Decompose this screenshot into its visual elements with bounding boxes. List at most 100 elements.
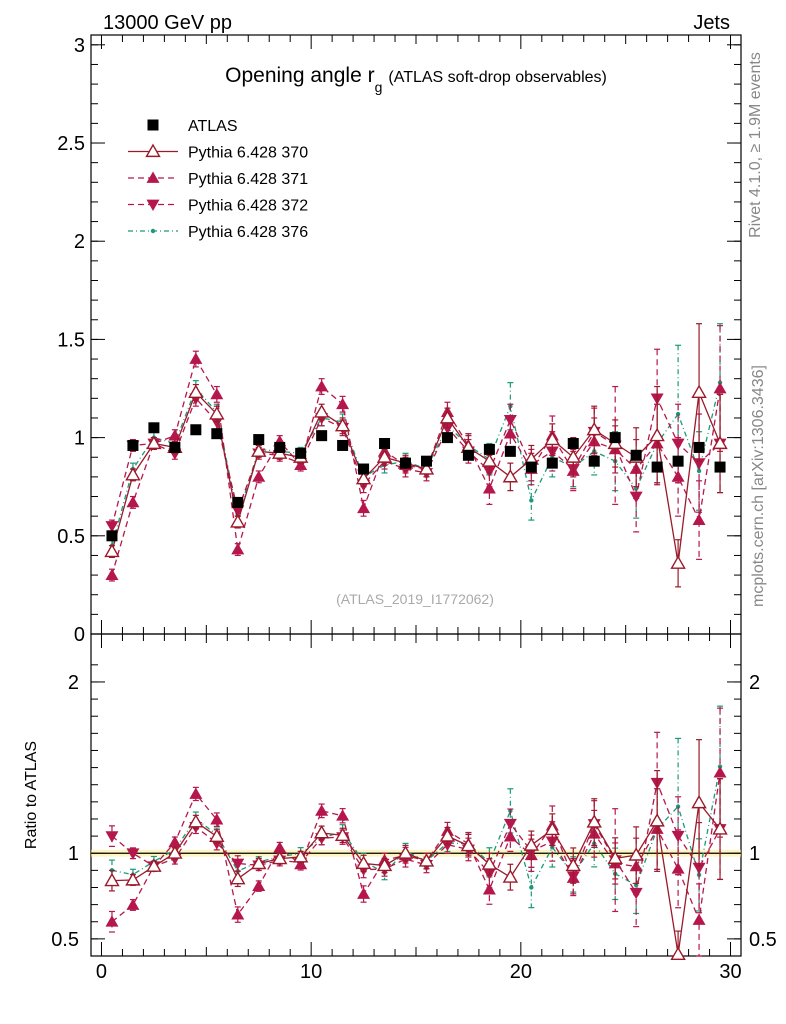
- data-point: [712, 435, 728, 450]
- ratio-data-point: [607, 850, 623, 864]
- main-y-tick-label: 0.5: [57, 526, 85, 548]
- data-point: [483, 443, 495, 455]
- legend-item: Pythia 6.428 372: [128, 198, 308, 215]
- data-point: [253, 434, 265, 446]
- data-point: [355, 470, 372, 485]
- data-point: [567, 437, 579, 449]
- ratio-data-point: [252, 879, 266, 891]
- data-point: [190, 424, 202, 436]
- data-point: [274, 441, 286, 453]
- data-point: [503, 427, 517, 439]
- header-collision: 13000 GeV pp: [103, 12, 232, 34]
- data-point: [675, 411, 681, 417]
- legend-label: Pythia 6.428 372: [188, 198, 308, 215]
- data-point: [420, 455, 432, 467]
- main-y-tick-label: 2.5: [57, 133, 85, 155]
- data-point: [400, 457, 412, 469]
- ratio-data-point: [105, 915, 119, 927]
- ratio-series-3: [105, 731, 727, 928]
- data-point: [609, 432, 621, 444]
- data-point: [693, 441, 705, 453]
- ratio-data-point: [168, 835, 182, 848]
- data-point: [525, 461, 537, 473]
- ratio-y-tick-label-left: 1: [68, 843, 79, 865]
- data-point: [630, 449, 642, 461]
- data-point: [126, 495, 140, 508]
- series-line: [111, 382, 721, 546]
- ratio-data-point: [336, 809, 350, 821]
- data-point: [357, 501, 371, 514]
- data-point: [529, 498, 534, 503]
- ratio-data-point: [231, 858, 245, 870]
- ratio-series-line: [111, 772, 721, 923]
- main-axis-ticks: 0 0.5 1 1.5 2 2.5 3: [57, 35, 741, 646]
- data-point: [230, 514, 246, 528]
- header-process: Jets: [693, 12, 730, 34]
- data-point: [106, 530, 118, 542]
- ratio-y-label: Ratio to ATLAS: [23, 741, 40, 849]
- ratio-data-point: [105, 831, 119, 843]
- data-point: [316, 430, 328, 442]
- data-point: [358, 463, 370, 475]
- data-point: [295, 447, 307, 459]
- ratio-data-point: [523, 837, 540, 851]
- ratio-data-point: [376, 857, 393, 872]
- ratio-data-point: [713, 766, 727, 778]
- ratio-data-point: [189, 787, 203, 799]
- legend-item: ATLAS: [147, 118, 238, 135]
- data-point: [462, 449, 474, 461]
- ratio-series-4: [108, 705, 724, 915]
- ratio-data-point: [675, 804, 681, 809]
- ratio-data-point: [126, 898, 140, 910]
- ratio-data-point: [355, 855, 372, 870]
- ratio-data-point: [482, 883, 496, 895]
- data-point: [502, 468, 519, 483]
- ratio-data-point: [628, 847, 644, 861]
- data-point: [189, 352, 203, 364]
- data-point: [439, 410, 456, 424]
- ratio-data-point: [440, 839, 454, 852]
- ratio-panel-frame: [90, 633, 742, 957]
- ratio-data-point: [210, 813, 224, 825]
- ratio-data-point: [230, 870, 246, 885]
- legend: ATLAS Pythia 6.428 370 Pythia 6.428 371 Pyt…: [128, 118, 308, 241]
- data-point: [649, 427, 665, 442]
- data-point: [146, 435, 162, 450]
- rivet-version-label: Rivet 4.1.0, ≥ 1.9M events: [747, 52, 764, 238]
- data-point: [210, 417, 224, 429]
- data-point: [379, 437, 391, 449]
- ratio-y-tick-label-right: 1: [749, 843, 760, 865]
- data-point: [586, 421, 602, 436]
- mcplots-label: mcplots.cern.ch [arXiv:1306.3436]: [750, 365, 767, 607]
- ratio-data-point: [231, 908, 245, 920]
- series-4: [108, 323, 724, 553]
- data-point: [294, 458, 308, 470]
- data-point: [148, 422, 160, 434]
- ratio-data-point: [460, 837, 477, 852]
- ratio-data-point: [357, 887, 371, 899]
- data-point: [672, 455, 684, 467]
- data-point: [671, 470, 685, 482]
- ratio-data-point: [502, 869, 519, 883]
- data-point: [670, 555, 686, 569]
- legend-marker: [145, 143, 161, 158]
- data-point: [696, 468, 702, 474]
- data-point: [231, 543, 245, 555]
- chart-title-main: Opening angle r: [225, 64, 374, 87]
- ratio-data-point: [503, 830, 517, 842]
- data-point: [209, 406, 225, 420]
- x-tick-label: 0: [96, 961, 107, 983]
- ratio-axis-ticks: 0.5 0.51 12 20 10 20 30: [51, 634, 777, 983]
- data-point: [210, 387, 224, 400]
- legend-label: Pythia 6.428 370: [188, 145, 308, 162]
- ratio-series-line: [111, 766, 721, 890]
- data-point: [251, 443, 267, 457]
- data-point: [651, 461, 663, 473]
- main-y-tick-label: 1.5: [57, 329, 85, 351]
- main-y-tick-label: 3: [74, 35, 85, 57]
- ratio-data-point: [209, 828, 225, 843]
- main-y-tick-label: 1: [74, 428, 85, 450]
- ratio-series-line: [111, 801, 721, 955]
- ratio-data-point: [649, 813, 665, 827]
